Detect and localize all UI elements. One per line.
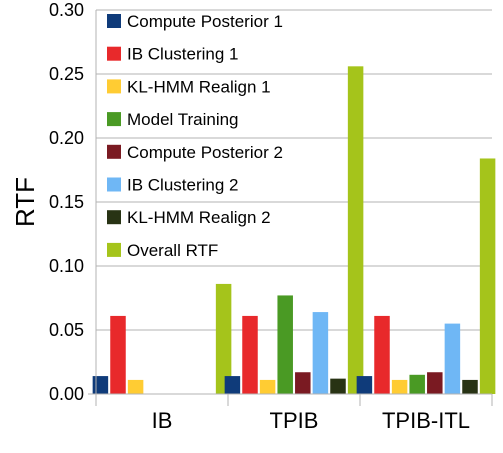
bar — [295, 372, 311, 394]
legend: Compute Posterior 1 IB Clustering 1 KL-HMM… — [107, 12, 283, 260]
y-tick-label: 0.25 — [49, 64, 84, 84]
bar — [277, 295, 293, 394]
bars — [92, 66, 496, 394]
y-tick-labels: 0.00 0.05 0.10 0.15 0.20 0.25 0.30 — [49, 0, 84, 404]
bar — [444, 323, 461, 394]
bar — [127, 379, 144, 394]
bar — [356, 376, 373, 394]
legend-label: KL-HMM Realign 2 — [127, 208, 271, 227]
legend-swatch — [107, 242, 121, 257]
y-axis-title: RTF — [10, 177, 40, 227]
legend-label: KL-HMM Realign 1 — [127, 77, 271, 96]
legend-swatch — [107, 79, 121, 94]
y-tick-label: 0.15 — [49, 192, 84, 212]
legend-swatch — [107, 112, 121, 127]
y-tick-label: 0.10 — [49, 256, 84, 276]
bar — [224, 376, 241, 394]
legend-swatch — [107, 14, 121, 28]
legend-swatch — [107, 177, 121, 192]
x-category-label: IB — [152, 408, 173, 433]
y-tick-label: 0.30 — [49, 0, 84, 20]
legend-label: IB Clustering 1 — [127, 45, 239, 64]
y-tick-label: 0.20 — [49, 128, 84, 148]
bar — [409, 374, 425, 394]
bar — [259, 379, 276, 394]
legend-swatch — [107, 210, 121, 225]
bar — [215, 283, 232, 394]
bar — [391, 379, 408, 394]
y-tick-label: 0.05 — [49, 320, 84, 340]
legend-label: Overall RTF — [127, 241, 218, 260]
legend-label: Compute Posterior 2 — [127, 143, 283, 162]
legend-label: Model Training — [127, 110, 239, 129]
x-category-labels: IB TPIB TPIB-ITL — [152, 408, 470, 433]
bar — [330, 378, 346, 394]
bar — [312, 312, 329, 394]
axes — [88, 10, 493, 406]
bar — [374, 315, 390, 394]
bar — [347, 66, 364, 394]
legend-swatch — [107, 46, 121, 61]
bar — [242, 315, 258, 394]
bar — [427, 372, 443, 394]
y-tick-label: 0.00 — [49, 384, 84, 404]
bar — [479, 158, 496, 394]
grid-lines — [96, 9, 492, 331]
bar — [92, 376, 109, 394]
legend-label: IB Clustering 2 — [127, 176, 239, 195]
bar — [110, 315, 126, 394]
legend-label: Compute Posterior 1 — [127, 12, 283, 31]
x-category-label: TPIB-ITL — [382, 408, 470, 433]
legend-swatch — [107, 144, 121, 159]
bar — [462, 379, 478, 394]
x-category-label: TPIB — [270, 408, 319, 433]
